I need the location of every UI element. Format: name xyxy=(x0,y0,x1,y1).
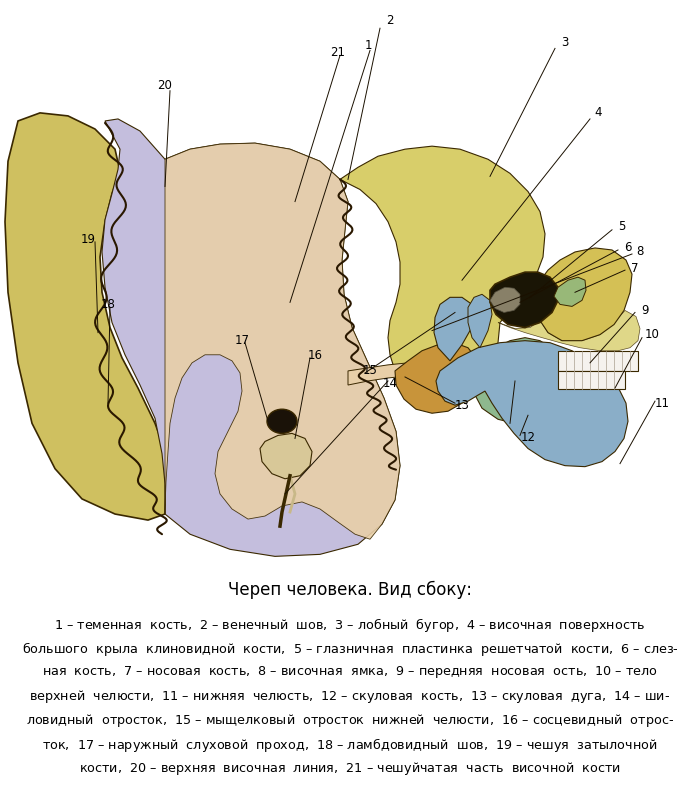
Polygon shape xyxy=(474,338,566,423)
Polygon shape xyxy=(165,143,400,539)
Text: 2: 2 xyxy=(386,13,393,27)
Text: 1: 1 xyxy=(364,39,372,52)
Text: 18: 18 xyxy=(101,298,116,311)
Polygon shape xyxy=(554,277,586,306)
Text: 13: 13 xyxy=(454,399,470,412)
Text: 21: 21 xyxy=(330,46,346,59)
Polygon shape xyxy=(498,310,640,351)
Text: 10: 10 xyxy=(645,328,659,341)
Polygon shape xyxy=(5,113,172,520)
Text: верхней  челюсти,  $\it{11}$ – нижняя  челюсть,  $\it{12}$ – скуловая  кость,  $: верхней челюсти, $\it{11}$ – нижняя челю… xyxy=(29,688,671,705)
Text: 3: 3 xyxy=(561,36,568,49)
Text: 11: 11 xyxy=(654,397,669,410)
Polygon shape xyxy=(348,363,478,385)
Polygon shape xyxy=(340,146,545,393)
Polygon shape xyxy=(558,371,625,389)
Text: 8: 8 xyxy=(636,246,644,258)
Text: 5: 5 xyxy=(618,220,626,233)
Text: 6: 6 xyxy=(624,242,631,254)
Text: кости,  $\it{20}$ – верхняя  височная  линия,  $\it{21}$ – чешуйчатая  часть  ви: кости, $\it{20}$ – верхняя височная лини… xyxy=(79,760,621,777)
Polygon shape xyxy=(558,351,638,371)
Text: ная  кость,  $\it{7}$ – носовая  кость,  $\it{8}$ – височная  ямка,  $\it{9}$ – : ная кость, $\it{7}$ – носовая кость, $\i… xyxy=(42,664,658,680)
Polygon shape xyxy=(102,119,400,556)
Polygon shape xyxy=(468,294,492,348)
Text: Череп человека. Вид сбоку:: Череп человека. Вид сбоку: xyxy=(228,581,472,599)
Text: 17: 17 xyxy=(234,334,249,347)
Text: 9: 9 xyxy=(641,304,649,317)
Text: 15: 15 xyxy=(363,364,377,378)
Text: 19: 19 xyxy=(80,234,95,246)
Polygon shape xyxy=(260,434,312,478)
Polygon shape xyxy=(436,341,628,467)
Polygon shape xyxy=(538,248,632,341)
Text: 4: 4 xyxy=(594,106,602,120)
Text: ток,  $\it{17}$ – наружный  слуховой  проход,  $\it{18}$ – ламбдовидный  шов,  $: ток, $\it{17}$ – наружный слуховой прохо… xyxy=(42,736,658,754)
Polygon shape xyxy=(434,297,474,360)
Ellipse shape xyxy=(267,409,297,434)
Text: 12: 12 xyxy=(521,431,536,444)
Text: 14: 14 xyxy=(382,376,398,390)
Text: большого  крыла  клиновидной  кости,  $\it{5}$ – глазничная  пластинка  решетчат: большого крыла клиновидной кости, $\it{5… xyxy=(22,640,678,658)
Text: 7: 7 xyxy=(631,261,638,275)
Polygon shape xyxy=(490,287,520,312)
Text: 20: 20 xyxy=(158,79,172,92)
Text: 16: 16 xyxy=(307,349,323,362)
Polygon shape xyxy=(490,272,558,327)
Text: ловидный  отросток,  $\it{15}$ – мыщелковый  отросток  нижней  челюсти,  $\it{16: ловидный отросток, $\it{15}$ – мыщелковы… xyxy=(26,712,674,730)
Polygon shape xyxy=(395,342,480,413)
Text: $\it{1}$ – теменная  кость,  $\it{2}$ – венечный  шов,  $\it{3}$ – лобный  бугор: $\it{1}$ – теменная кость, $\it{2}$ – ве… xyxy=(55,616,645,634)
